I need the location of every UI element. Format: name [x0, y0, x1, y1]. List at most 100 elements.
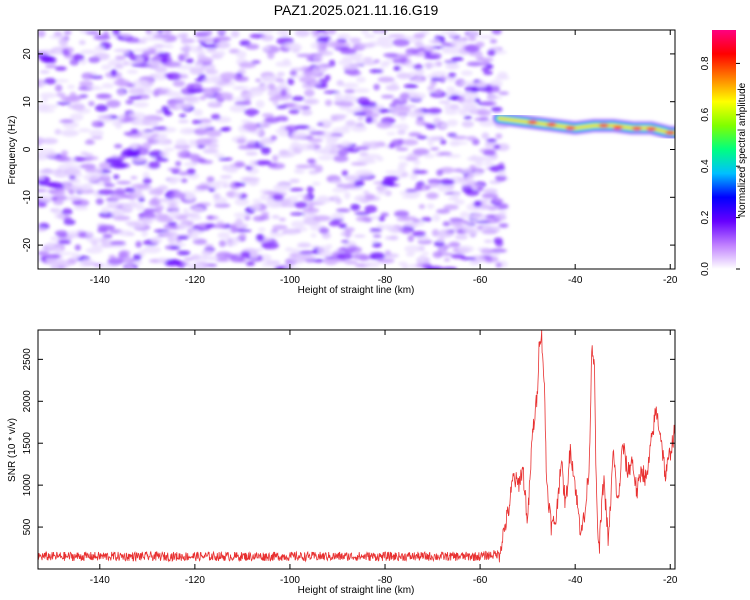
noise-blob — [154, 66, 168, 73]
noise-blob — [303, 98, 320, 105]
noise-blob — [290, 212, 306, 216]
noise-blob — [56, 259, 71, 268]
noise-blob — [177, 250, 191, 256]
noise-blob — [69, 164, 83, 169]
noise-blob — [193, 108, 204, 117]
signal-hotspot — [646, 126, 657, 131]
noise-blob — [317, 155, 334, 161]
noise-blob — [163, 61, 182, 68]
noise-blob — [406, 62, 416, 69]
noise-blob — [324, 144, 339, 150]
noise-blob — [283, 42, 301, 49]
noise-blob — [163, 259, 181, 267]
noise-blob — [116, 180, 132, 185]
noise-blob — [110, 240, 126, 246]
noise-blob — [354, 146, 370, 151]
noise-blob — [295, 169, 306, 174]
y-tick-label: 1500 — [22, 432, 33, 455]
noise-blob — [380, 212, 389, 217]
noise-blob — [354, 88, 370, 93]
noise-blob — [256, 30, 275, 33]
noise-blob — [498, 223, 509, 228]
noise-blob — [278, 149, 289, 155]
noise-blob — [196, 144, 206, 149]
noise-blob — [380, 42, 394, 49]
noise-blob — [73, 206, 89, 211]
noise-blob — [487, 49, 496, 57]
noise-blob — [121, 50, 130, 54]
noise-blob — [233, 182, 247, 187]
noise-blob — [175, 102, 192, 110]
noise-blob — [153, 91, 160, 97]
noise-blob — [229, 254, 245, 263]
noise-blob — [38, 30, 46, 38]
noise-blob — [112, 30, 121, 36]
y-tick-label: 1000 — [22, 474, 33, 497]
noise-blob — [42, 96, 49, 103]
noise-blob — [38, 108, 56, 113]
noise-blob — [489, 248, 508, 253]
noise-blob — [62, 48, 70, 56]
noise-blob — [132, 253, 142, 261]
noise-blob — [299, 255, 317, 260]
noise-blob — [74, 244, 81, 251]
noise-blob — [290, 220, 305, 229]
noise-blob — [113, 174, 120, 180]
noise-blob — [178, 171, 190, 176]
noise-blob — [251, 130, 263, 135]
noise-blob — [448, 196, 457, 201]
noise-blob — [454, 199, 465, 205]
noise-blob — [397, 164, 406, 173]
noise-blob — [78, 128, 91, 133]
noise-blob — [56, 101, 71, 106]
noise-blob — [219, 175, 233, 179]
noise-blob — [175, 138, 188, 147]
noise-blob — [234, 75, 249, 82]
noise-blob — [272, 98, 279, 106]
spectrogram-signal-ridge — [492, 111, 675, 140]
noise-blob — [290, 131, 308, 139]
noise-blob — [69, 113, 84, 121]
signal-hotspot — [612, 125, 623, 130]
noise-blob — [482, 162, 495, 166]
spectrogram-y-axis: -20 -10 0 10 20 — [22, 48, 675, 252]
noise-blob — [428, 38, 441, 44]
noise-blob — [304, 89, 315, 97]
noise-blob — [102, 233, 113, 239]
noise-blob — [80, 163, 96, 169]
noise-blob — [486, 138, 497, 143]
noise-blob — [313, 215, 332, 222]
noise-blob — [341, 239, 350, 244]
noise-blob — [162, 44, 174, 49]
noise-blob — [195, 138, 212, 146]
noise-blob — [177, 75, 189, 79]
noise-blob — [466, 227, 479, 235]
noise-blob — [340, 230, 353, 237]
noise-blob — [432, 251, 443, 259]
noise-blob — [271, 215, 280, 219]
noise-blob — [436, 208, 451, 214]
noise-blob — [95, 93, 113, 100]
noise-blob — [495, 174, 507, 182]
noise-blob — [252, 198, 262, 203]
noise-blob — [136, 56, 145, 62]
noise-blob — [362, 60, 378, 66]
noise-blob — [80, 151, 89, 156]
noise-blob — [316, 122, 324, 126]
noise-blob — [143, 129, 154, 133]
noise-blob — [110, 68, 118, 77]
noise-blob — [270, 229, 279, 233]
noise-blob — [306, 56, 313, 62]
noise-blob — [422, 251, 430, 256]
y-tick-label: -20 — [22, 237, 33, 252]
noise-blob — [483, 70, 493, 76]
noise-blob — [328, 41, 343, 48]
noise-blob — [176, 65, 194, 70]
noise-blob — [141, 229, 148, 238]
noise-blob — [160, 151, 170, 158]
noise-blob — [205, 69, 219, 75]
noise-blob — [381, 94, 395, 99]
noise-blob — [443, 204, 459, 211]
noise-blob — [301, 109, 313, 116]
noise-blob — [143, 245, 162, 254]
